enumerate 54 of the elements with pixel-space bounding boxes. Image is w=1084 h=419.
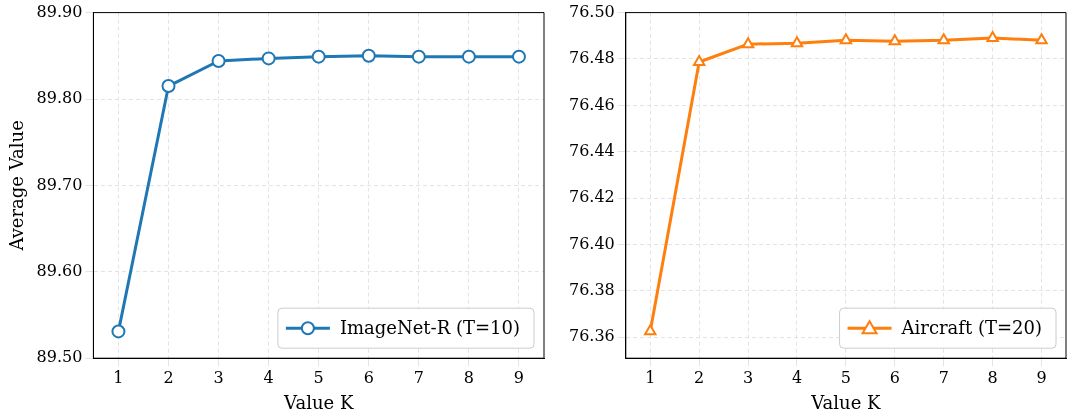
x-tick-label: 1 bbox=[645, 367, 656, 387]
x-tick-label: 9 bbox=[513, 367, 525, 387]
point bbox=[888, 34, 902, 46]
x-tick-label: 3 bbox=[742, 367, 754, 387]
x-axis-title: Value K bbox=[283, 391, 354, 413]
y-tick-label: 89.60 bbox=[36, 260, 83, 280]
x-tick-label: 7 bbox=[938, 367, 949, 387]
point bbox=[211, 53, 226, 68]
x-tick-label: 8 bbox=[987, 367, 998, 387]
x-axis-title: Value K bbox=[810, 391, 882, 413]
x-tick-label: 6 bbox=[889, 367, 900, 387]
x-tick-label: 4 bbox=[263, 367, 274, 387]
x-tick-label: 4 bbox=[791, 367, 803, 387]
y-tick-label: 76.42 bbox=[568, 187, 615, 207]
x-tick-label: 9 bbox=[1036, 367, 1047, 387]
x-tick-label: 8 bbox=[463, 367, 474, 387]
x-tick-label: 2 bbox=[163, 367, 174, 387]
legend-label: ImageNet-R (T=10) bbox=[339, 316, 521, 338]
y-tick-label: 76.44 bbox=[568, 140, 615, 160]
point bbox=[311, 49, 326, 64]
y-tick-label: 76.38 bbox=[568, 280, 615, 300]
x-tick-label: 1 bbox=[113, 367, 124, 387]
point bbox=[986, 31, 999, 43]
y-tick-label: 89.70 bbox=[36, 174, 83, 194]
point bbox=[161, 79, 176, 94]
point bbox=[644, 324, 657, 336]
y-tick-label: 76.50 bbox=[568, 1, 615, 21]
y-tick-label: 89.90 bbox=[36, 1, 83, 21]
y-axis-title: Average Value bbox=[6, 120, 28, 252]
x-tick-label: 6 bbox=[363, 367, 374, 387]
point bbox=[790, 36, 804, 48]
y-tick-label: 76.40 bbox=[568, 233, 615, 253]
point bbox=[461, 49, 476, 64]
point bbox=[692, 55, 706, 67]
y-tick-label: 89.80 bbox=[36, 88, 83, 108]
point bbox=[261, 51, 276, 66]
x-tick-label: 3 bbox=[213, 367, 224, 387]
point bbox=[361, 48, 376, 63]
y-tick-label: 76.36 bbox=[568, 326, 615, 346]
x-tick-label: 2 bbox=[694, 367, 705, 387]
point bbox=[111, 324, 126, 339]
legend-label: Aircraft (T=20) bbox=[900, 316, 1043, 338]
point bbox=[839, 33, 853, 45]
point bbox=[741, 37, 755, 49]
y-tick-label: 76.46 bbox=[568, 94, 615, 114]
point bbox=[511, 49, 526, 64]
x-tick-label: 7 bbox=[413, 367, 424, 387]
point bbox=[937, 33, 950, 45]
y-tick-label: 76.48 bbox=[568, 48, 615, 68]
x-tick-label: 5 bbox=[840, 367, 851, 387]
y-tick-label: 89.50 bbox=[36, 347, 83, 367]
point bbox=[1035, 33, 1048, 45]
x-tick-label: 5 bbox=[313, 367, 324, 387]
point bbox=[411, 49, 426, 64]
